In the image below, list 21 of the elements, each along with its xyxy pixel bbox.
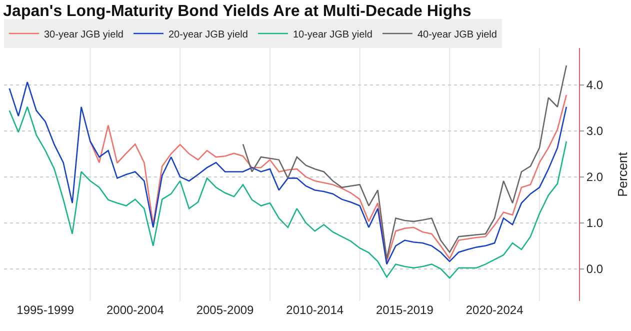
- legend-label: 30-year JGB yield: [44, 29, 124, 40]
- line-series: [242, 64, 568, 260]
- legend-label: 20-year JGB yield: [168, 29, 248, 40]
- line-series: [8, 106, 568, 279]
- x-tick-label: 2010-2014: [286, 303, 344, 317]
- legend-label: 10-year JGB yield: [292, 29, 372, 40]
- x-tick-label: 2000-2004: [106, 303, 164, 317]
- x-tick-label: 2005-2009: [196, 303, 254, 317]
- y-tick-label: 4.0: [586, 78, 604, 92]
- x-tick-label: 1995-1999: [16, 303, 74, 317]
- legend-label: 40-year JGB yield: [417, 29, 497, 40]
- chart-title: Japan's Long-Maturity Bond Yields Are at Multi-Decade Highs: [3, 3, 472, 20]
- line-series: [8, 81, 568, 265]
- y-tick-label: 1.0: [586, 216, 604, 230]
- line-series: [90, 94, 568, 262]
- y-tick-label: 2.0: [586, 170, 604, 184]
- x-tick-label: 2020-2024: [466, 303, 524, 317]
- x-tick-label: 2015-2019: [376, 303, 434, 317]
- y-tick-label: 0.0: [586, 262, 604, 276]
- y-tick-label: 3.0: [586, 124, 604, 138]
- y-axis-title: Percent: [615, 152, 630, 197]
